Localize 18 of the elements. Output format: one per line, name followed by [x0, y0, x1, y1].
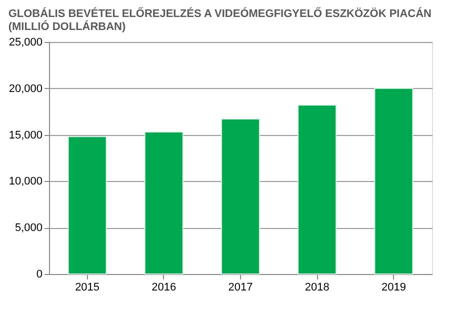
x-tick-label: 2019: [381, 282, 406, 294]
x-tick-label: 2017: [228, 282, 253, 294]
text: GLOBÁLIS BEVÉTEL ELŐREJELZÉS A VIDEÓMEGFIGYELŐ ESZKÖZÖK PIACÁN: [8, 8, 432, 20]
x-tick-label: 2018: [304, 282, 330, 294]
bar: [221, 118, 260, 274]
bar: [144, 132, 184, 274]
bar: [298, 104, 337, 274]
y-tick-label: 25,000: [8, 36, 42, 48]
text: (MILLIÓ DOLLÁRBAN): [8, 21, 126, 33]
bar: [374, 88, 414, 274]
y-tick-label: 5,000: [14, 222, 42, 234]
y-tick-label: 15,000: [8, 129, 42, 142]
y-tick-label: 0: [36, 268, 42, 280]
x-tick-label: 2016: [152, 282, 176, 294]
y-tick-label: 10,000: [8, 176, 42, 188]
bar: [68, 136, 107, 274]
x-tick-label: 2015: [75, 282, 100, 294]
y-tick-label: 20,000: [8, 82, 42, 95]
